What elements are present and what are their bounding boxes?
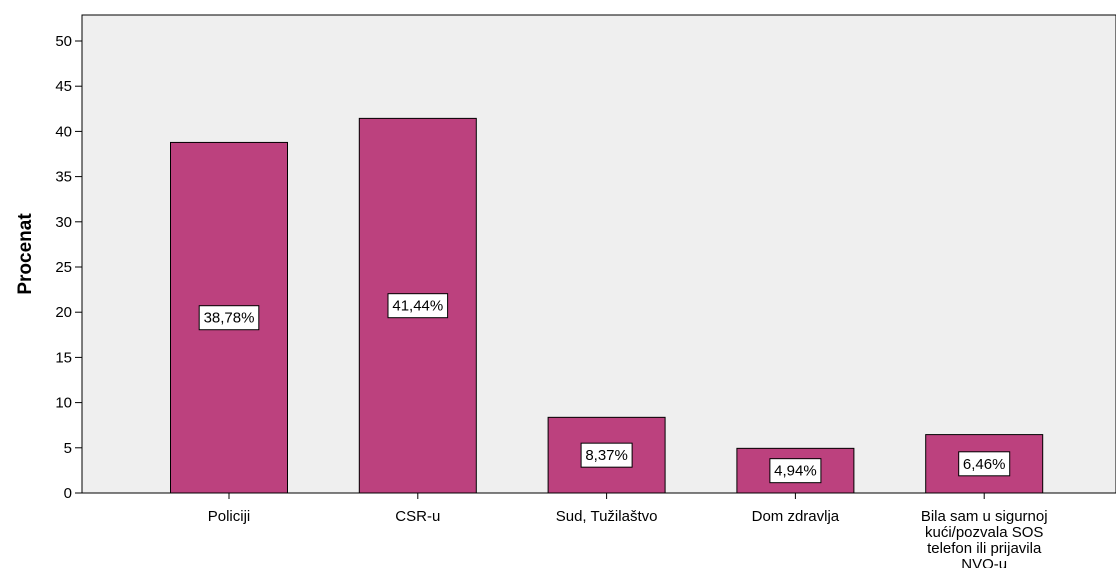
data-label: 4,94%: [774, 463, 817, 480]
y-tick-label: 35: [55, 169, 72, 186]
y-tick-label: 20: [55, 304, 72, 321]
data-label: 38,78%: [204, 310, 255, 327]
y-tick-label: 25: [55, 259, 72, 276]
x-axis: Policiji CSR-u Sud, Tužilaštvo Dom zdravlja…: [208, 493, 1048, 568]
y-tick-label: 45: [55, 78, 72, 95]
y-tick-label: 5: [64, 440, 72, 457]
x-category-label: kući/pozvala SOS: [925, 524, 1043, 541]
x-category-label: CSR-u: [395, 508, 440, 525]
data-labels: 38,78% 41,44% 8,37% 4,94% 6,46%: [198, 293, 1011, 484]
y-axis-title: Procenat: [15, 213, 36, 295]
x-category-label: Dom zdravlja: [752, 508, 840, 525]
y-tick-label: 40: [55, 123, 72, 140]
y-tick-label: 15: [55, 349, 72, 366]
data-label-box: [198, 305, 260, 331]
data-label: 6,46%: [963, 456, 1006, 473]
data-label-box: [387, 293, 449, 319]
x-category-label: Sud, Tužilaštvo: [556, 508, 658, 525]
y-axis: 0 5 10 15 20 25 30 35 40 45 50: [55, 33, 82, 502]
y-tick-label: 50: [55, 33, 72, 50]
x-category-label: NVO-u: [961, 556, 1007, 568]
data-label-box: [580, 442, 633, 468]
x-category-label: Bila sam u sigurnoj: [921, 508, 1048, 525]
data-label-box: [958, 451, 1011, 477]
x-category-label: Policiji: [208, 508, 251, 525]
x-category-label: telefon ili prijavila: [927, 540, 1042, 557]
data-label: 8,37%: [585, 447, 628, 464]
y-tick-label: 0: [64, 485, 72, 502]
y-tick-label: 10: [55, 395, 72, 412]
data-label-box: [769, 458, 822, 484]
data-label: 41,44%: [392, 298, 443, 315]
y-tick-label: 30: [55, 214, 72, 231]
